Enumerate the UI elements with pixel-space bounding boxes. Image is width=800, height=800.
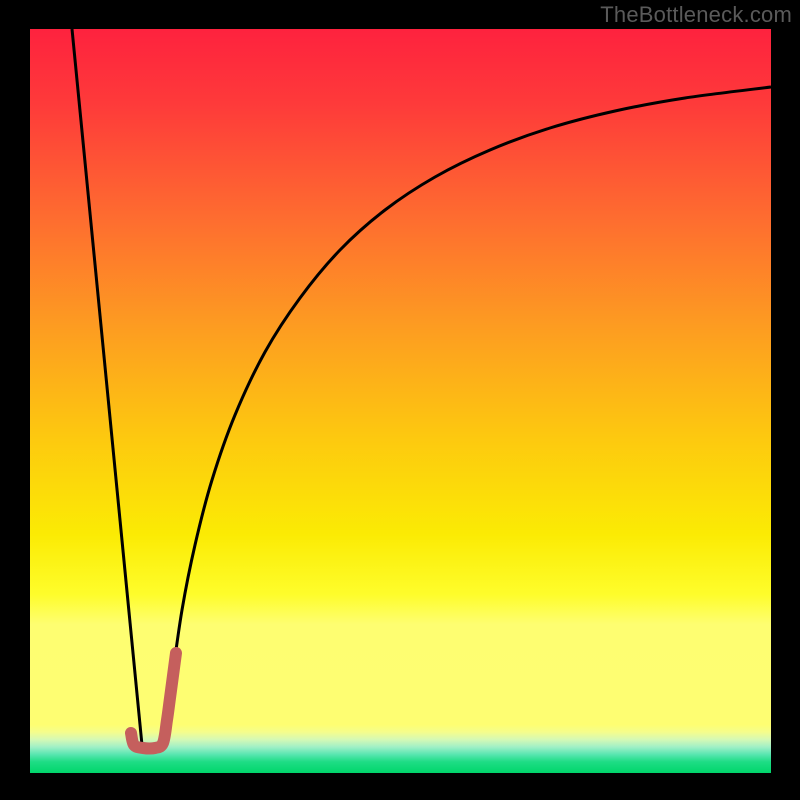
watermark-text: TheBottleneck.com xyxy=(600,2,792,28)
gradient-background xyxy=(30,29,771,773)
bottleneck-curve-chart xyxy=(0,0,800,800)
chart-container: TheBottleneck.com xyxy=(0,0,800,800)
